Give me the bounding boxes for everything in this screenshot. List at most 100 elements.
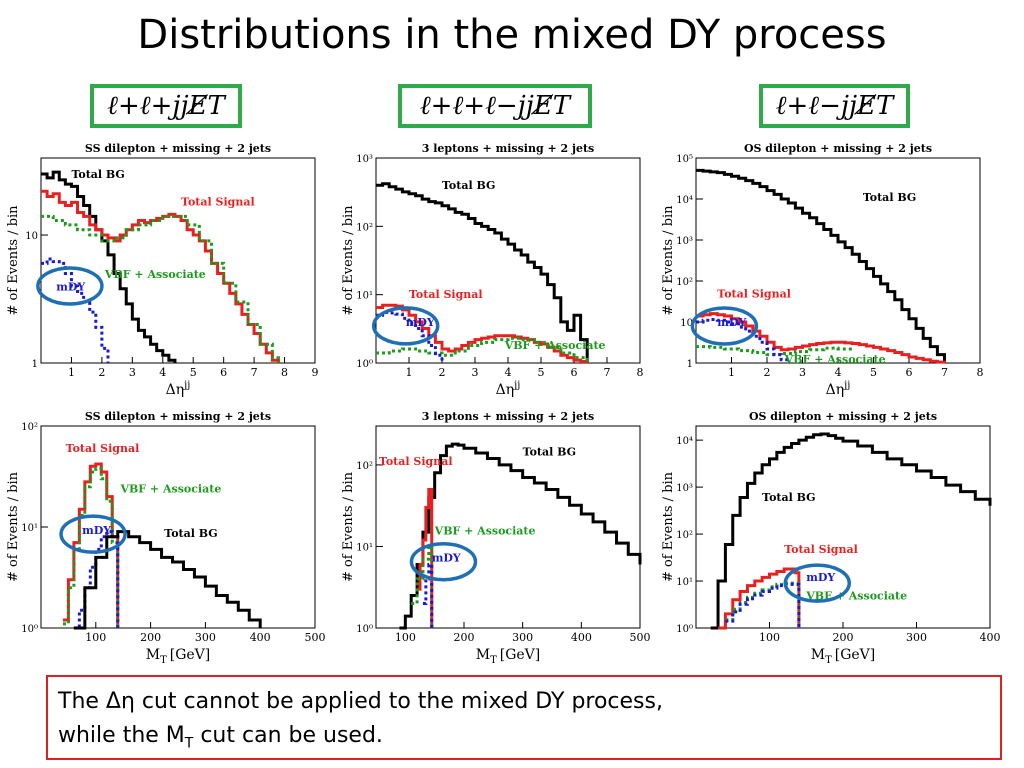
chart-mt-os: OS dilepton + missing + 2 jets 100 200 300 4… (660, 408, 1000, 670)
x-tick-label: 7 (604, 366, 611, 379)
highlight-ellipse (59, 514, 127, 554)
y-axis-label: # of Events / bin (6, 471, 21, 582)
annotation-total-signal: Total Signal (409, 288, 483, 301)
y-tick-label: 10² (356, 461, 373, 472)
x-tick-label: 200 (140, 631, 161, 644)
series-mdy (725, 582, 801, 628)
series-total-bg (73, 530, 262, 630)
x-tick-label: 1 (728, 366, 735, 379)
annotation-total-bg: Total BG (164, 527, 217, 540)
annotation-total-signal: Total Signal (66, 442, 140, 455)
chart-mt-3l: 3 leptons + missing + 2 jets 100 200 300 400… (340, 408, 650, 670)
chart-deta-os: OS dilepton + missing + 2 jets 1 2 3 4 5 6 7 8 1 1… (660, 140, 990, 405)
x-tick-label: 100 (395, 631, 416, 644)
x-axis-label-main: M (476, 647, 490, 663)
chart-mt-ss: SS dilepton + missing + 2 jets 100 200 300 4… (5, 408, 325, 670)
annotation-mdy: mDY (432, 552, 461, 565)
y-tick-label: 10² (21, 422, 38, 433)
x-tick-label: 200 (833, 631, 854, 644)
x-axis-label: Δηjj (826, 380, 851, 398)
x-tick-label: 300 (512, 631, 533, 644)
annotation-mdy: mDY (56, 280, 85, 293)
plot-frame (40, 157, 316, 364)
series-total-signal (376, 303, 589, 364)
chart-title: 3 leptons + missing + 2 jets (422, 142, 595, 155)
y-tick-label: 10⁴ (676, 195, 693, 206)
x-axis-label-main: Δη (826, 382, 845, 398)
series-total-bg (696, 168, 946, 363)
x-axis-label-sub: T (825, 655, 832, 666)
x-tick-label: 200 (454, 631, 475, 644)
x-tick-label: 4 (159, 366, 166, 379)
annotation-vbf-associate: VBF + Associate (504, 339, 606, 352)
annotation-vbf-associate: VBF + Associate (119, 482, 221, 495)
chart-svg: OS dilepton + missing + 2 jets 100 200 300 4… (661, 410, 1000, 666)
conclusion-box: The Δη cut cannot be applied to the mixe… (46, 675, 1002, 760)
y-tick-label: 10² (676, 277, 693, 288)
x-tick-label: 500 (305, 631, 326, 644)
chart-svg: OS dilepton + missing + 2 jets 1 2 3 4 5 6 7 8 1 1… (661, 142, 984, 398)
chart-svg: SS dilepton + missing + 2 jets 100 200 300 4… (6, 410, 326, 666)
chart-svg: 3 leptons + missing + 2 jets 100 200 300 400… (341, 410, 650, 666)
x-tick-label: 7 (251, 366, 258, 379)
x-axis-label-main: Δη (496, 382, 515, 398)
x-tick-label: 3 (129, 366, 136, 379)
x-tick-label: 8 (637, 366, 644, 379)
series-total-bg (41, 170, 177, 363)
chart-title: SS dilepton + missing + 2 jets (85, 410, 271, 423)
x-tick-label: 8 (977, 366, 984, 379)
series-mdy (41, 257, 110, 363)
series-vbf-associate (41, 214, 280, 363)
highlight-ellipse (371, 306, 440, 346)
conclusion-line2-pre: while the M (58, 723, 185, 748)
x-axis-label-main: M (811, 647, 825, 663)
x-tick-label: 6 (571, 366, 578, 379)
process-label-3l: ℓ+ℓ+ℓ−jjE̸T (398, 84, 592, 128)
annotation-vbf-associate: VBF + Associate (784, 353, 886, 366)
chart-title: OS dilepton + missing + 2 jets (749, 410, 937, 423)
y-tick-label: 1 (687, 359, 693, 370)
series-vbf-associate (411, 544, 434, 628)
highlight-ellipse (690, 306, 759, 346)
x-tick-label: 300 (195, 631, 216, 644)
x-tick-label: 4 (505, 366, 512, 379)
conclusion-line2-sub: T (184, 735, 194, 752)
plot-frame (695, 157, 981, 364)
y-tick-label: 10 (25, 231, 38, 242)
x-axis-label-main: Δη (166, 382, 185, 398)
y-tick-label: 1 (32, 359, 38, 370)
y-tick-label: 10² (356, 222, 373, 233)
y-tick-label: 10⁰ (356, 359, 373, 370)
y-axis-label: # of Events / bin (661, 205, 676, 316)
x-tick-label: 1 (68, 366, 75, 379)
conclusion-line2-post: cut can be used. (193, 723, 383, 748)
x-axis-label: Δηjj (496, 380, 521, 398)
chart-svg: SS dilepton + missing + 2 jets 1 2 3 4 5 6 7 8 9 1… (6, 142, 319, 398)
series-mdy (73, 530, 120, 630)
x-axis-label-main: M (146, 647, 160, 663)
series-total-bg (376, 182, 589, 363)
annotation-total-signal: Total Signal (717, 287, 791, 300)
process-label-ss: ℓ+ℓ+jjE̸T (90, 84, 242, 128)
y-tick-label: 10 (680, 318, 693, 329)
y-tick-label: 10⁴ (676, 436, 693, 447)
chart-svg: 3 leptons + missing + 2 jets 1 2 3 4 5 6 7 8 10⁰ 1… (341, 142, 644, 398)
annotation-total-signal: Total Signal (181, 196, 255, 209)
x-tick-label: 2 (98, 366, 105, 379)
series-mdy (696, 318, 790, 363)
highlight-ellipse (409, 541, 478, 582)
y-axis-label: # of Events / bin (6, 205, 21, 316)
y-tick-label: 10⁰ (676, 624, 693, 635)
x-tick-label: 400 (571, 631, 592, 644)
x-axis-label: MT [GeV] (811, 647, 876, 666)
series-vbf-associate (62, 466, 120, 628)
series-total-bg (710, 432, 992, 630)
y-tick-label: 10¹ (356, 542, 373, 553)
x-axis-label-sup: jj (183, 380, 190, 391)
x-tick-label: 5 (538, 366, 545, 379)
y-tick-label: 10⁰ (21, 624, 38, 635)
x-axis-label: MT [GeV] (476, 647, 541, 666)
series-total-signal (696, 312, 946, 364)
slide-title: Distributions in the mixed DY process (137, 12, 887, 58)
y-tick-label: 10¹ (356, 291, 373, 302)
